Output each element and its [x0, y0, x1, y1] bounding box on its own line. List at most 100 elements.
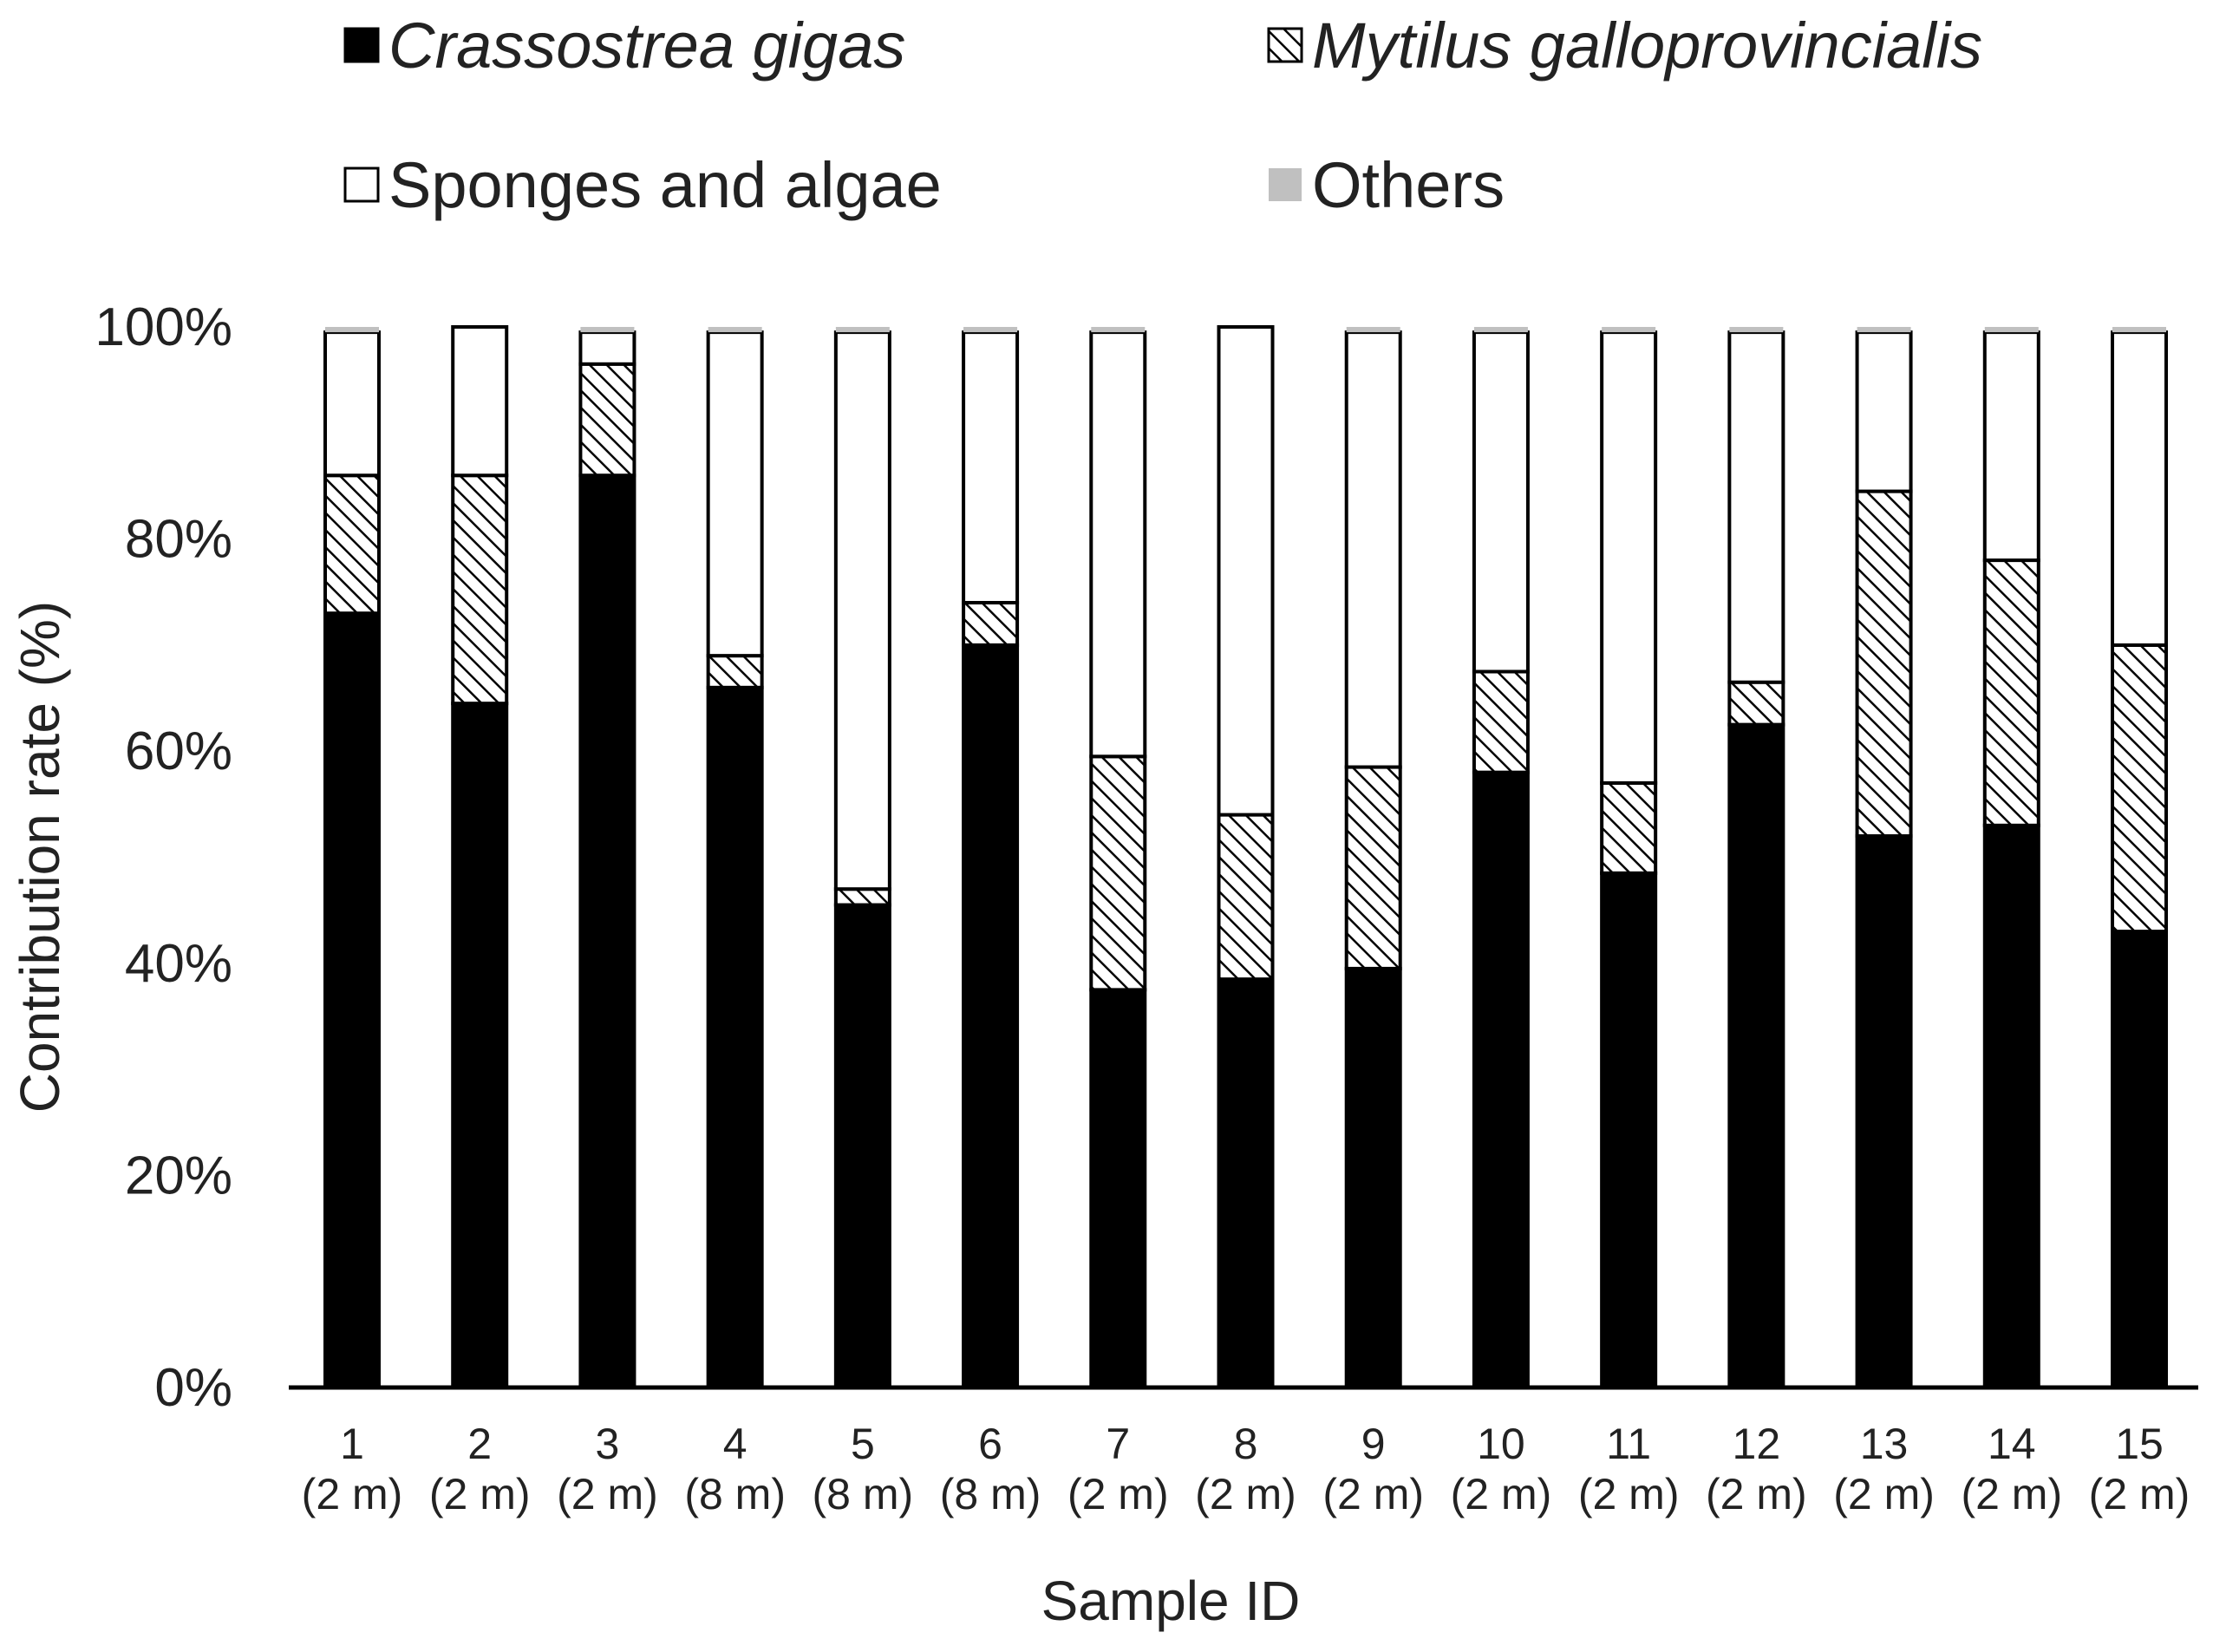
y-tick-label: 40%: [125, 934, 232, 994]
bar-segment-others-sample-4: [708, 327, 762, 333]
x-tick-label-depth: (2 m): [1067, 1470, 1169, 1518]
bar-segment-others-sample-11: [1602, 327, 1656, 333]
x-tick-label-id: 5: [851, 1420, 875, 1468]
bar-segment-sponges-and-algae-sample-9: [1344, 330, 1402, 769]
y-tick-label: 20%: [125, 1146, 232, 1205]
bar-segment-sponges-and-algae-sample-4: [706, 330, 764, 658]
y-tick-label: 0%: [154, 1358, 232, 1418]
y-axis-title: Contribution rate (%): [9, 601, 71, 1113]
bar-segment-others-sample-1: [325, 327, 379, 333]
bar-segment-crassostrea-gigas-sample-12: [1727, 722, 1785, 1389]
x-tick-label-depth: (2 m): [1961, 1470, 2062, 1518]
x-tick-label-id: 14: [1988, 1420, 2036, 1468]
bar-segment-crassostrea-gigas-sample-10: [1472, 770, 1530, 1389]
bar-segment-crassostrea-gigas-sample-15: [2111, 930, 2168, 1389]
bar-segment-mytilus-galloprovincialis-sample-13: [1855, 489, 1913, 839]
bar-segment-sponges-and-algae-sample-13: [1855, 330, 1913, 493]
x-tick-label-id: 1: [340, 1420, 364, 1468]
bar-segment-mytilus-galloprovincialis-sample-10: [1472, 669, 1530, 774]
x-tick-label-depth: (8 m): [813, 1470, 914, 1518]
bar-segment-others-sample-6: [963, 327, 1018, 333]
legend-swatch-mytilus-galloprovincialis: [1267, 27, 1303, 63]
bar-segment-crassostrea-gigas-sample-8: [1217, 977, 1275, 1390]
x-tick-label-depth: (2 m): [1451, 1470, 1552, 1518]
x-tick-label-depth: (2 m): [2089, 1470, 2190, 1518]
legend-label-sponges-and-algae: Sponges and algae: [388, 149, 942, 221]
legend-swatch-crassostrea-gigas: [343, 27, 380, 63]
bar-segment-others-sample-3: [580, 327, 635, 333]
bar-segment-mytilus-galloprovincialis-sample-2: [451, 473, 509, 706]
legend-swatch-others: [1269, 168, 1302, 201]
bar-segment-others-sample-15: [2112, 327, 2166, 333]
y-tick-label: 80%: [125, 510, 232, 570]
x-tick-label-id: 9: [1361, 1420, 1386, 1468]
bar-segment-crassostrea-gigas-sample-1: [323, 611, 381, 1389]
bar-segment-sponges-and-algae-sample-1: [323, 330, 381, 478]
y-tick-label: 60%: [125, 722, 232, 781]
x-tick-label-depth: (2 m): [557, 1470, 658, 1518]
bar-segment-crassostrea-gigas-sample-2: [451, 702, 509, 1389]
bar-segment-sponges-and-algae-sample-15: [2111, 330, 2168, 647]
legend-label-crassostrea-gigas: Crassostrea gigas: [388, 10, 905, 82]
bar-segment-crassostrea-gigas-sample-3: [578, 473, 636, 1389]
plot-area: [323, 325, 2168, 1390]
bar-segment-others-sample-7: [1091, 327, 1146, 333]
x-tick-label-depth: (2 m): [429, 1470, 531, 1518]
bar-segment-others-sample-12: [1729, 327, 1784, 333]
x-tick-label-depth: (2 m): [1706, 1470, 1807, 1518]
bar-segment-mytilus-galloprovincialis-sample-7: [1089, 754, 1147, 992]
bar-segment-sponges-and-algae-sample-3: [578, 330, 636, 366]
bar-segment-sponges-and-algae-sample-6: [962, 330, 1020, 604]
bar-segment-mytilus-galloprovincialis-sample-3: [578, 362, 636, 478]
x-tick-label-id: 7: [1106, 1420, 1130, 1468]
x-tick-label-id: 3: [596, 1420, 620, 1468]
x-tick-label-id: 12: [1733, 1420, 1781, 1468]
bar-segment-mytilus-galloprovincialis-sample-1: [323, 473, 381, 616]
x-tick-label-depth: (8 m): [940, 1470, 1041, 1518]
bar-segment-sponges-and-algae-sample-2: [451, 325, 509, 478]
x-tick-label-id: 11: [1606, 1420, 1651, 1468]
bar-segment-mytilus-galloprovincialis-sample-15: [2111, 643, 2168, 934]
x-axis-title: Sample ID: [1041, 1570, 1301, 1632]
bar-segment-crassostrea-gigas-sample-13: [1855, 834, 1913, 1389]
bar-segment-mytilus-galloprovincialis-sample-12: [1727, 680, 1785, 727]
bar-segment-sponges-and-algae-sample-7: [1089, 330, 1147, 759]
bar-segment-sponges-and-algae-sample-5: [833, 330, 891, 891]
x-tick-label-id: 13: [1860, 1420, 1909, 1468]
bar-segment-mytilus-galloprovincialis-sample-4: [706, 654, 764, 689]
bar-segment-crassostrea-gigas-sample-4: [706, 685, 764, 1389]
bar-segment-sponges-and-algae-sample-8: [1217, 325, 1275, 817]
bar-segment-sponges-and-algae-sample-14: [1982, 330, 2040, 563]
bar-segment-mytilus-galloprovincialis-sample-9: [1344, 765, 1402, 970]
x-tick-label-id: 10: [1477, 1420, 1525, 1468]
bar-segment-mytilus-galloprovincialis-sample-8: [1217, 813, 1275, 982]
legend-label-others: Others: [1312, 149, 1505, 221]
x-tick-label-depth: (2 m): [1195, 1470, 1296, 1518]
x-tick-label-id: 4: [723, 1420, 747, 1468]
legend: Crassostrea gigas Mytilus galloprovincial…: [343, 10, 1982, 221]
bar-segment-crassostrea-gigas-sample-11: [1600, 871, 1658, 1389]
x-tick-label-id: 6: [978, 1420, 1002, 1468]
x-tick-label-depth: (2 m): [302, 1470, 403, 1518]
bar-segment-others-sample-5: [835, 327, 890, 333]
bar-segment-crassostrea-gigas-sample-7: [1089, 988, 1147, 1389]
x-tick-label-depth: (2 m): [1322, 1470, 1424, 1518]
bar-segment-sponges-and-algae-sample-12: [1727, 330, 1785, 684]
axes: 0%20%40%60%80%100%1(2 m)2(2 m)3(2 m)4(8 …: [9, 297, 2198, 1632]
bar-segment-others-sample-13: [1857, 327, 1911, 333]
bar-segment-sponges-and-algae-sample-10: [1472, 330, 1530, 674]
x-tick-label-id: 8: [1234, 1420, 1258, 1468]
bar-segment-mytilus-galloprovincialis-sample-5: [833, 887, 891, 907]
bar-segment-sponges-and-algae-sample-11: [1600, 330, 1658, 785]
bar-segment-mytilus-galloprovincialis-sample-14: [1982, 558, 2040, 827]
x-tick-label-depth: (2 m): [1833, 1470, 1935, 1518]
bar-segment-others-sample-9: [1346, 327, 1400, 333]
bar-segment-mytilus-galloprovincialis-sample-11: [1600, 780, 1658, 875]
bar-segment-crassostrea-gigas-sample-5: [833, 903, 891, 1390]
bar-segment-mytilus-galloprovincialis-sample-6: [962, 600, 1020, 647]
y-tick-label: 100%: [95, 297, 232, 357]
bar-segment-crassostrea-gigas-sample-6: [962, 643, 1020, 1389]
legend-label-mytilus-galloprovincialis: Mytilus galloprovincialis: [1312, 10, 1982, 82]
bar-segment-crassostrea-gigas-sample-14: [1982, 823, 2040, 1389]
